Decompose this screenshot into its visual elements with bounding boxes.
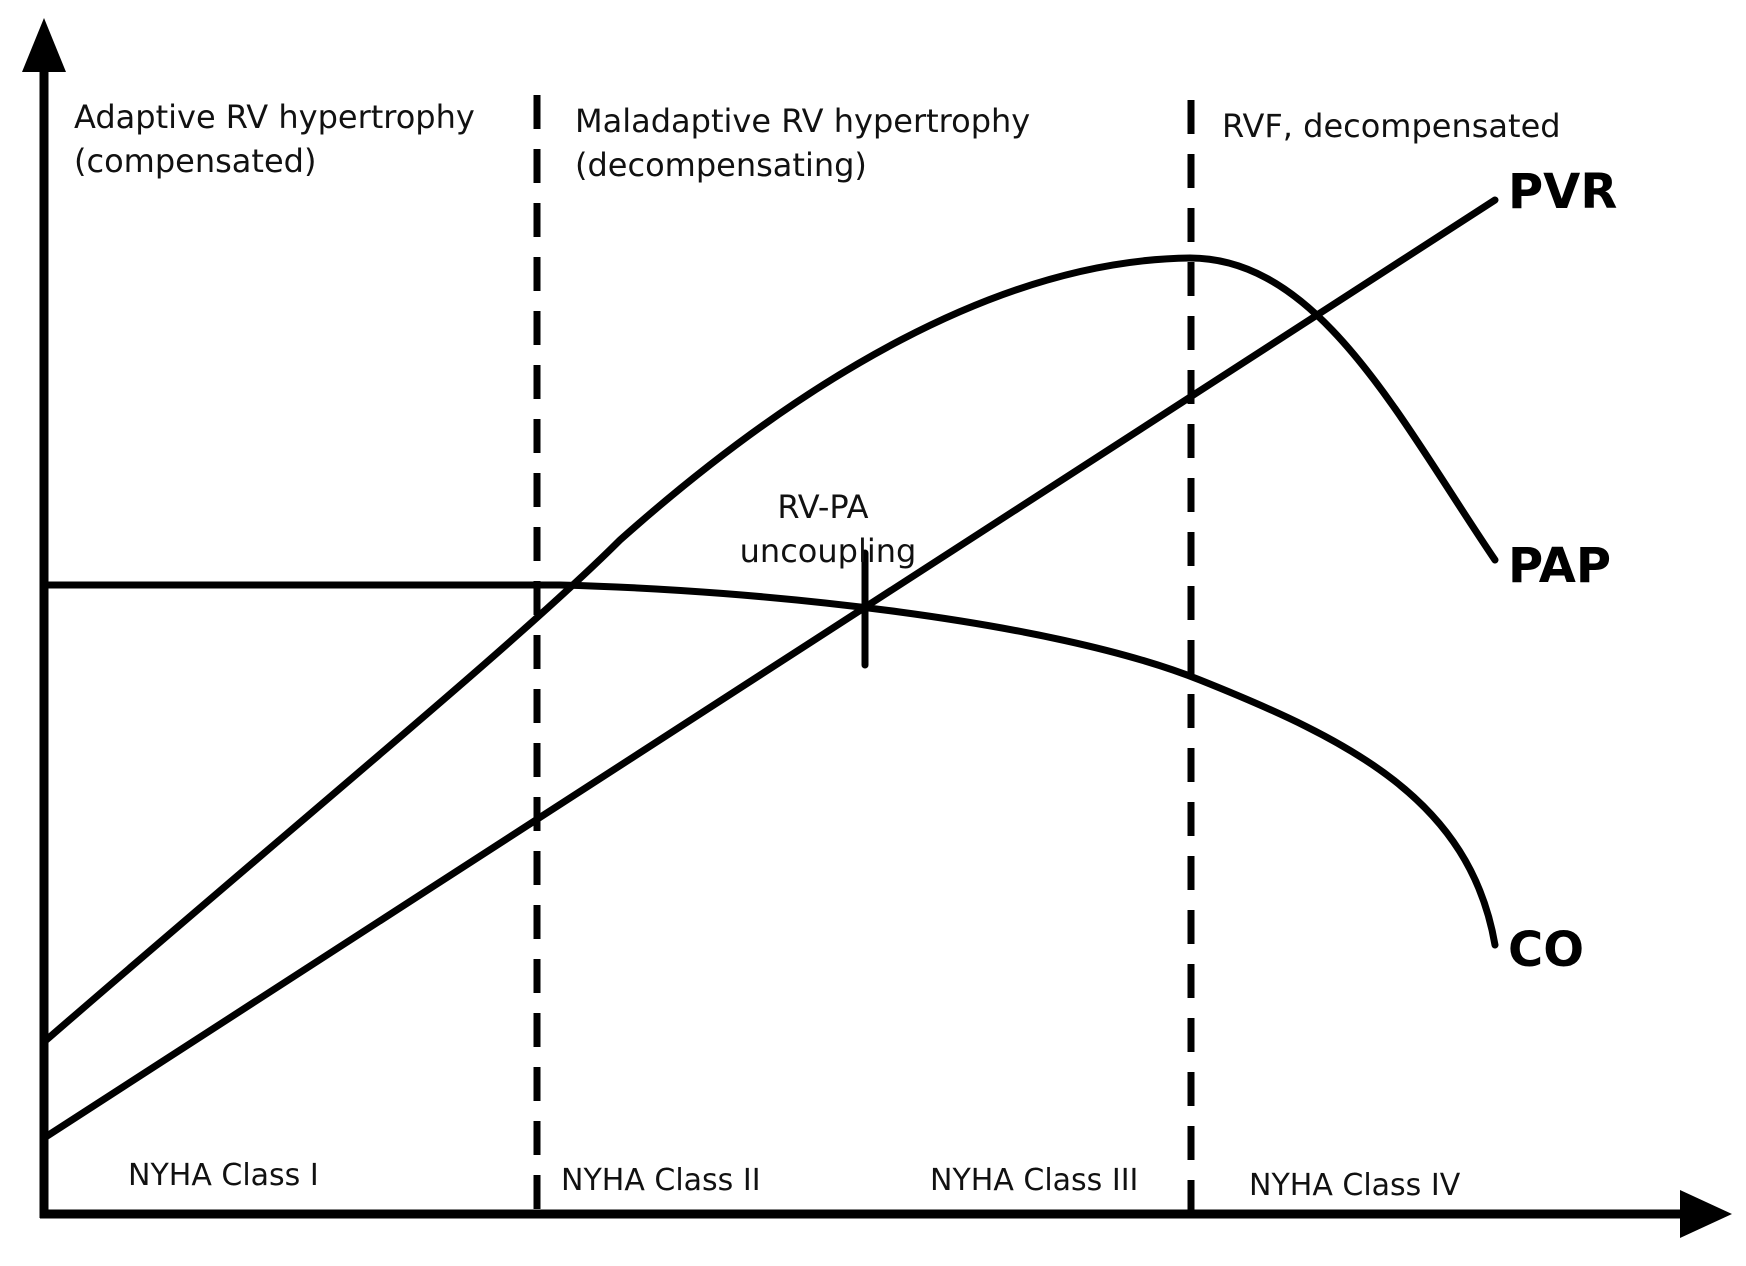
phase-label-maladaptive-line2: (decompensating) (575, 146, 867, 184)
pap-curve (40, 254, 1499, 1046)
phase-label-maladaptive: Maladaptive RV hypertrophy (decompensati… (575, 102, 1040, 184)
nyha-class-3-label: NYHA Class III (930, 1163, 1138, 1198)
phase-label-adaptive: Adaptive RV hypertrophy (compensated) (74, 98, 485, 180)
phase-label-adaptive-line1: Adaptive RV hypertrophy (74, 98, 475, 136)
pap-label: PAP (1508, 538, 1611, 594)
y-axis-arrowhead (22, 18, 66, 72)
phase-label-maladaptive-line1: Maladaptive RV hypertrophy (575, 102, 1030, 140)
uncoupling-label: RV-PA uncoupling (740, 488, 917, 570)
uncoupling-label-line1: RV-PA (777, 488, 868, 526)
pvr-line (40, 196, 1499, 1142)
phase-label-adaptive-line2: (compensated) (74, 142, 316, 180)
uncoupling-label-line2: uncoupling (740, 532, 917, 570)
phase-label-decompensated: RVF, decompensated (1222, 107, 1561, 145)
phase-label-decompensated-line1: RVF, decompensated (1222, 107, 1561, 145)
pvr-label: PVR (1508, 164, 1617, 220)
nyha-class-4-label: NYHA Class IV (1249, 1168, 1461, 1203)
nyha-class-2-label: NYHA Class II (561, 1163, 761, 1198)
nyha-class-1-label: NYHA Class I (128, 1158, 319, 1193)
co-curve (40, 581, 1499, 949)
x-axis-arrowhead (1680, 1190, 1732, 1238)
co-label: CO (1508, 922, 1584, 978)
